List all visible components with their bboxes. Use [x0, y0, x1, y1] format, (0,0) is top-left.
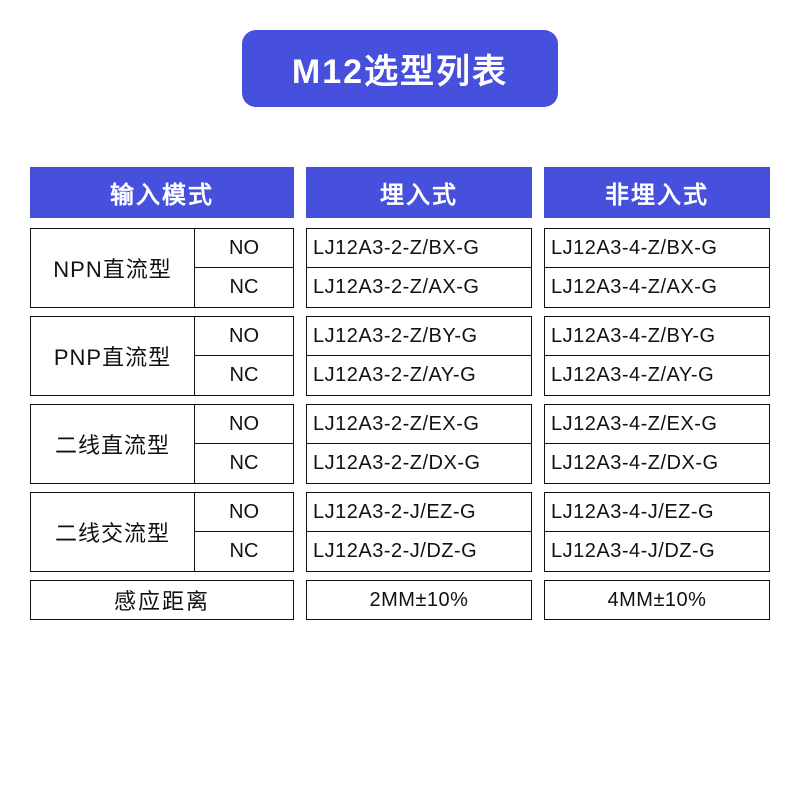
mode-label: 二线交流型 — [30, 492, 194, 572]
part-no: LJ12A3-4-Z/BY-G — [544, 316, 770, 356]
part-no: LJ12A3-4-Z/EX-G — [544, 404, 770, 444]
header-flush: 埋入式 — [306, 167, 532, 218]
contact-nc: NC — [194, 444, 294, 484]
contact-no: NO — [194, 316, 294, 356]
mode-group-2wire-dc: 二线直流型 NO NC — [30, 404, 294, 484]
part-no: LJ12A3-4-J/DZ-G — [544, 532, 770, 572]
part-no: LJ12A3-2-Z/BX-G — [306, 228, 532, 268]
header-mode: 输入模式 — [30, 167, 294, 218]
part-no: LJ12A3-2-Z/AX-G — [306, 268, 532, 308]
sensing-distance-flush: 2MM±10% — [306, 580, 532, 620]
part-no: LJ12A3-4-Z/BX-G — [544, 228, 770, 268]
part-no: LJ12A3-2-Z/AY-G — [306, 356, 532, 396]
part-no: LJ12A3-2-Z/EX-G — [306, 404, 532, 444]
part-no: LJ12A3-4-Z/AX-G — [544, 268, 770, 308]
contact-no: NO — [194, 404, 294, 444]
mode-label: NPN直流型 — [30, 228, 194, 308]
mode-group-2wire-ac: 二线交流型 NO NC — [30, 492, 294, 572]
page-title: M12选型列表 — [242, 30, 558, 107]
mode-group-npn-dc: NPN直流型 NO NC — [30, 228, 294, 308]
part-no: LJ12A3-4-J/EZ-G — [544, 492, 770, 532]
part-no: LJ12A3-4-Z/AY-G — [544, 356, 770, 396]
contact-no: NO — [194, 228, 294, 268]
part-no: LJ12A3-2-Z/BY-G — [306, 316, 532, 356]
part-no: LJ12A3-2-J/DZ-G — [306, 532, 532, 572]
mode-label: PNP直流型 — [30, 316, 194, 396]
contact-no: NO — [194, 492, 294, 532]
selection-table: 输入模式 埋入式 非埋入式 NPN直流型 NO NC LJ12A3-2-Z/BX… — [30, 167, 770, 620]
header-nonflush: 非埋入式 — [544, 167, 770, 218]
contact-nc: NC — [194, 532, 294, 572]
mode-group-pnp-dc: PNP直流型 NO NC — [30, 316, 294, 396]
mode-label: 二线直流型 — [30, 404, 194, 484]
contact-nc: NC — [194, 268, 294, 308]
part-no: LJ12A3-2-Z/DX-G — [306, 444, 532, 484]
part-no: LJ12A3-4-Z/DX-G — [544, 444, 770, 484]
sensing-distance-label: 感应距离 — [30, 580, 294, 620]
contact-nc: NC — [194, 356, 294, 396]
part-no: LJ12A3-2-J/EZ-G — [306, 492, 532, 532]
sensing-distance-nonflush: 4MM±10% — [544, 580, 770, 620]
